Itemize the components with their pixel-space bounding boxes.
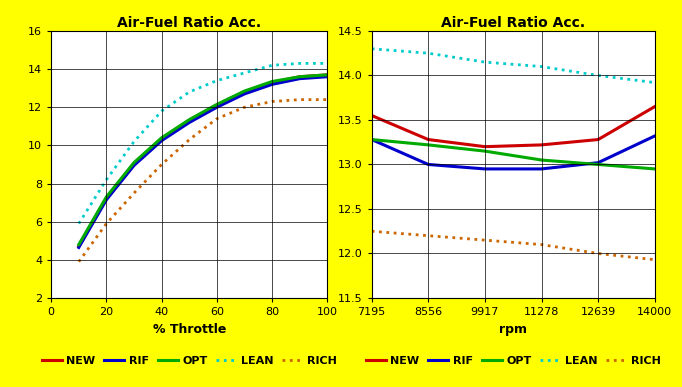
X-axis label: % Throttle: % Throttle — [153, 323, 226, 336]
X-axis label: rpm: rpm — [499, 323, 527, 336]
Legend: NEW, RIF, OPT, LEAN, RICH: NEW, RIF, OPT, LEAN, RICH — [38, 352, 341, 370]
Title: Air-Fuel Ratio Acc.: Air-Fuel Ratio Acc. — [117, 16, 261, 30]
Title: Air-Fuel Ratio Acc.: Air-Fuel Ratio Acc. — [441, 16, 585, 30]
Legend: NEW, RIF, OPT, LEAN, RICH: NEW, RIF, OPT, LEAN, RICH — [361, 352, 665, 370]
